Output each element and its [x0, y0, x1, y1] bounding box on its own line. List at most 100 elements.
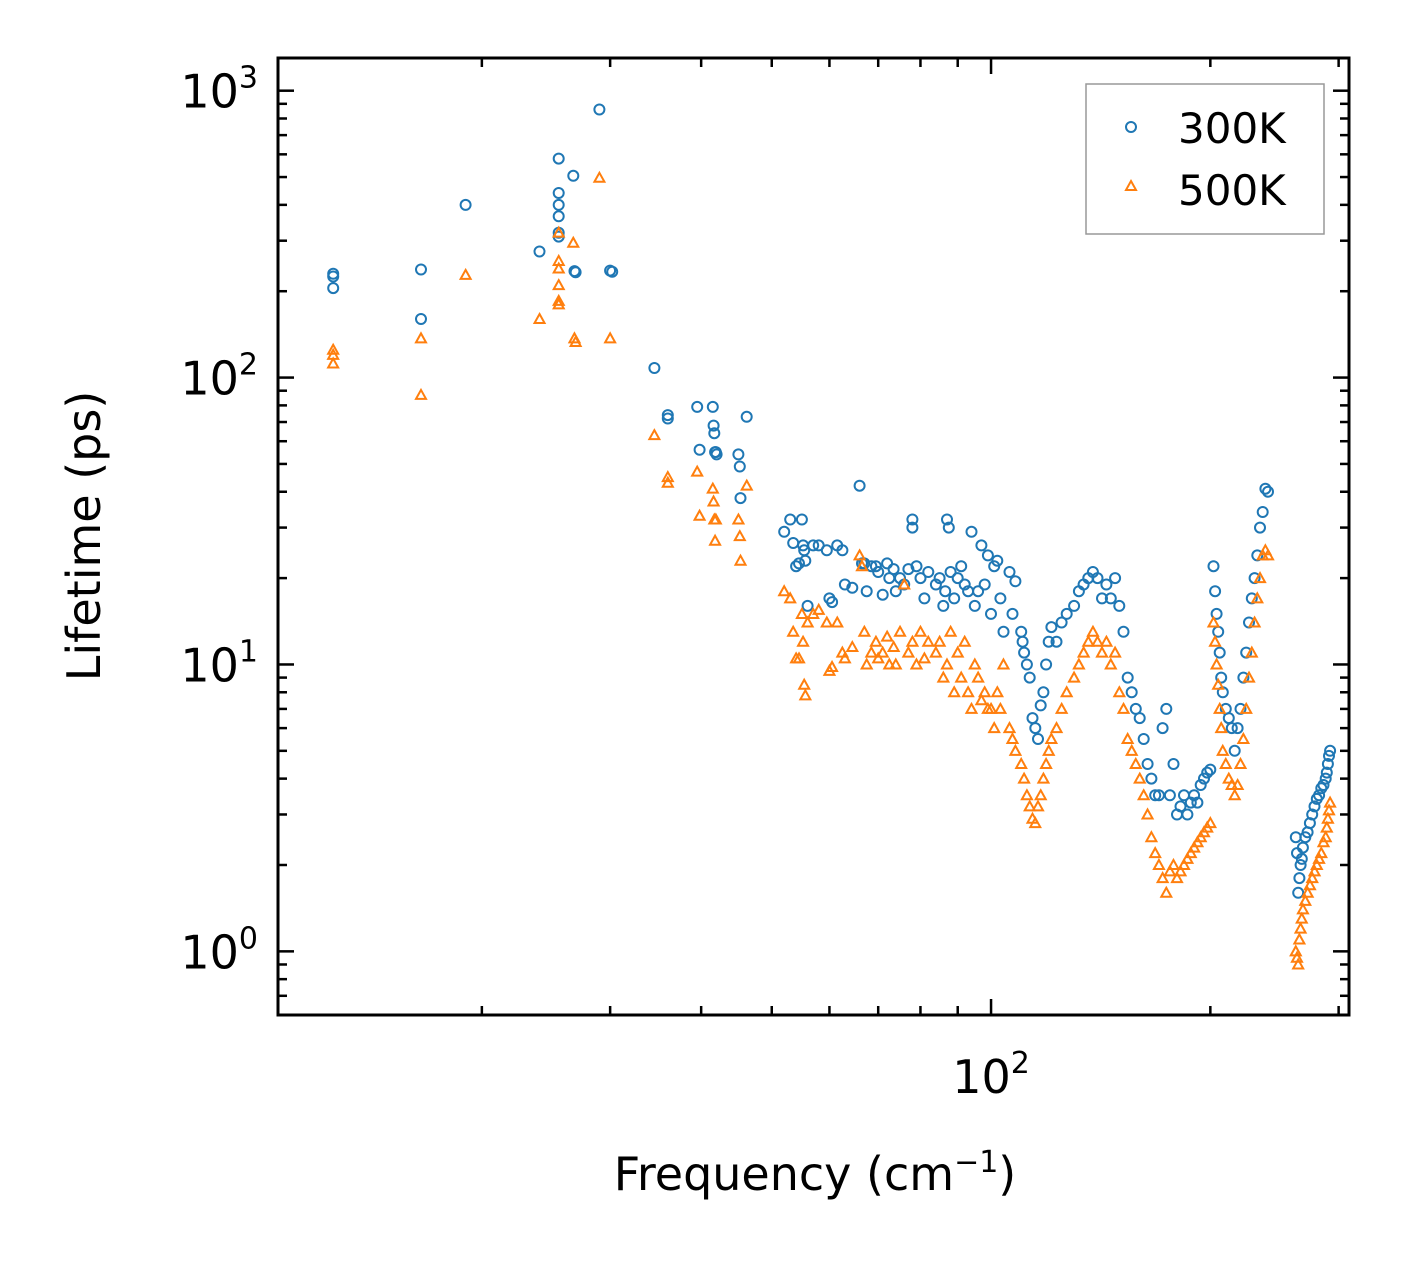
point-300k: [910, 560, 923, 573]
point-300k: [1040, 658, 1053, 671]
point-300k: [1145, 772, 1158, 785]
point-500k: [812, 602, 826, 615]
point-500k: [1321, 811, 1335, 824]
point-500k: [326, 342, 340, 355]
point-300k: [1306, 808, 1319, 821]
point-500k: [1295, 911, 1309, 924]
point-500k: [1017, 771, 1031, 784]
point-500k: [1180, 851, 1195, 864]
point-500k: [1323, 795, 1337, 808]
point-300k: [661, 409, 674, 422]
point-500k: [1129, 756, 1143, 769]
point-500k: [961, 685, 975, 698]
point-300k: [568, 265, 581, 278]
legend: 300K 500K: [1085, 83, 1325, 235]
point-500k: [1002, 721, 1017, 734]
point-300k: [661, 412, 674, 425]
point-500k: [1209, 657, 1224, 670]
point-500k: [1136, 788, 1151, 801]
point-300k: [1037, 686, 1050, 699]
point-500k: [647, 428, 662, 441]
legend-label-300k: 300K: [1178, 104, 1287, 153]
point-500k: [1206, 615, 1221, 628]
point-500k: [795, 606, 809, 619]
point-300k: [1141, 758, 1154, 770]
point-500k: [1230, 777, 1245, 791]
point-500k: [798, 688, 813, 701]
point-300k: [415, 313, 427, 325]
point-300k: [1181, 808, 1194, 821]
legend-label-500k: 500K: [1178, 166, 1287, 215]
point-500k: [857, 624, 872, 637]
y-tick-label: 100: [180, 921, 258, 979]
point-500k: [1208, 634, 1222, 647]
point-300k: [826, 596, 839, 609]
point-500k: [796, 634, 810, 647]
point-300k: [836, 544, 849, 557]
point-500k: [1104, 657, 1118, 670]
point-300k: [1194, 779, 1207, 791]
point-500k: [855, 559, 869, 572]
point-300k: [415, 263, 427, 276]
point-300k: [1254, 521, 1266, 534]
point-500k: [1293, 921, 1308, 934]
point-300k: [1294, 859, 1307, 871]
point-500k: [977, 685, 992, 698]
point-300k: [707, 419, 720, 432]
point-500k: [692, 508, 707, 521]
point-500k: [1049, 721, 1064, 734]
point-500k: [592, 170, 607, 183]
point-300k: [1212, 625, 1225, 638]
point-500k: [913, 624, 928, 637]
point-500k: [1072, 657, 1086, 670]
point-300k: [1259, 482, 1272, 495]
point-300k: [1104, 592, 1117, 605]
x-axis-label: Frequency (cm−1): [614, 1145, 1017, 1201]
point-300k: [552, 187, 565, 199]
point-500k: [825, 659, 839, 672]
point-300k: [914, 572, 927, 585]
point-300k: [1198, 772, 1210, 785]
point-500k: [909, 657, 924, 670]
point-300k: [648, 362, 661, 374]
point-500k: [1222, 771, 1236, 784]
data-points: [326, 103, 1337, 970]
point-300k: [1207, 560, 1220, 573]
point-300k: [1204, 763, 1217, 776]
point-500k: [1320, 820, 1334, 833]
point-300k: [1023, 671, 1036, 684]
point-500k: [532, 311, 547, 325]
point-500k: [1148, 846, 1162, 859]
point-300k: [795, 513, 808, 526]
point-500k: [901, 645, 916, 658]
point-300k: [937, 599, 950, 612]
point-300k: [708, 427, 721, 440]
point-300k: [691, 400, 704, 413]
point-500k: [1298, 893, 1312, 906]
point-500k: [1227, 788, 1242, 801]
point-500k: [917, 651, 932, 664]
point-500k: [1081, 634, 1096, 647]
point-500k: [709, 512, 723, 525]
point-500k: [943, 624, 958, 637]
point-300k: [787, 537, 800, 549]
point-500k: [1253, 571, 1267, 584]
point-500k: [458, 267, 473, 280]
point-500k: [661, 475, 675, 488]
point-300k: [948, 592, 961, 605]
point-500k: [984, 701, 998, 714]
plot-frame: [276, 56, 1351, 1017]
point-300k: [889, 585, 902, 598]
point-300k: [1317, 779, 1330, 791]
point-300k: [1003, 566, 1016, 578]
point-300k: [327, 270, 340, 283]
point-300k: [778, 525, 791, 538]
point-300k: [327, 282, 340, 295]
point-300k: [793, 557, 805, 570]
point-500k: [1099, 634, 1114, 647]
point-300k: [1324, 744, 1337, 757]
point-300k: [1109, 572, 1122, 585]
point-300k: [1201, 766, 1214, 779]
point-500k: [993, 701, 1008, 714]
